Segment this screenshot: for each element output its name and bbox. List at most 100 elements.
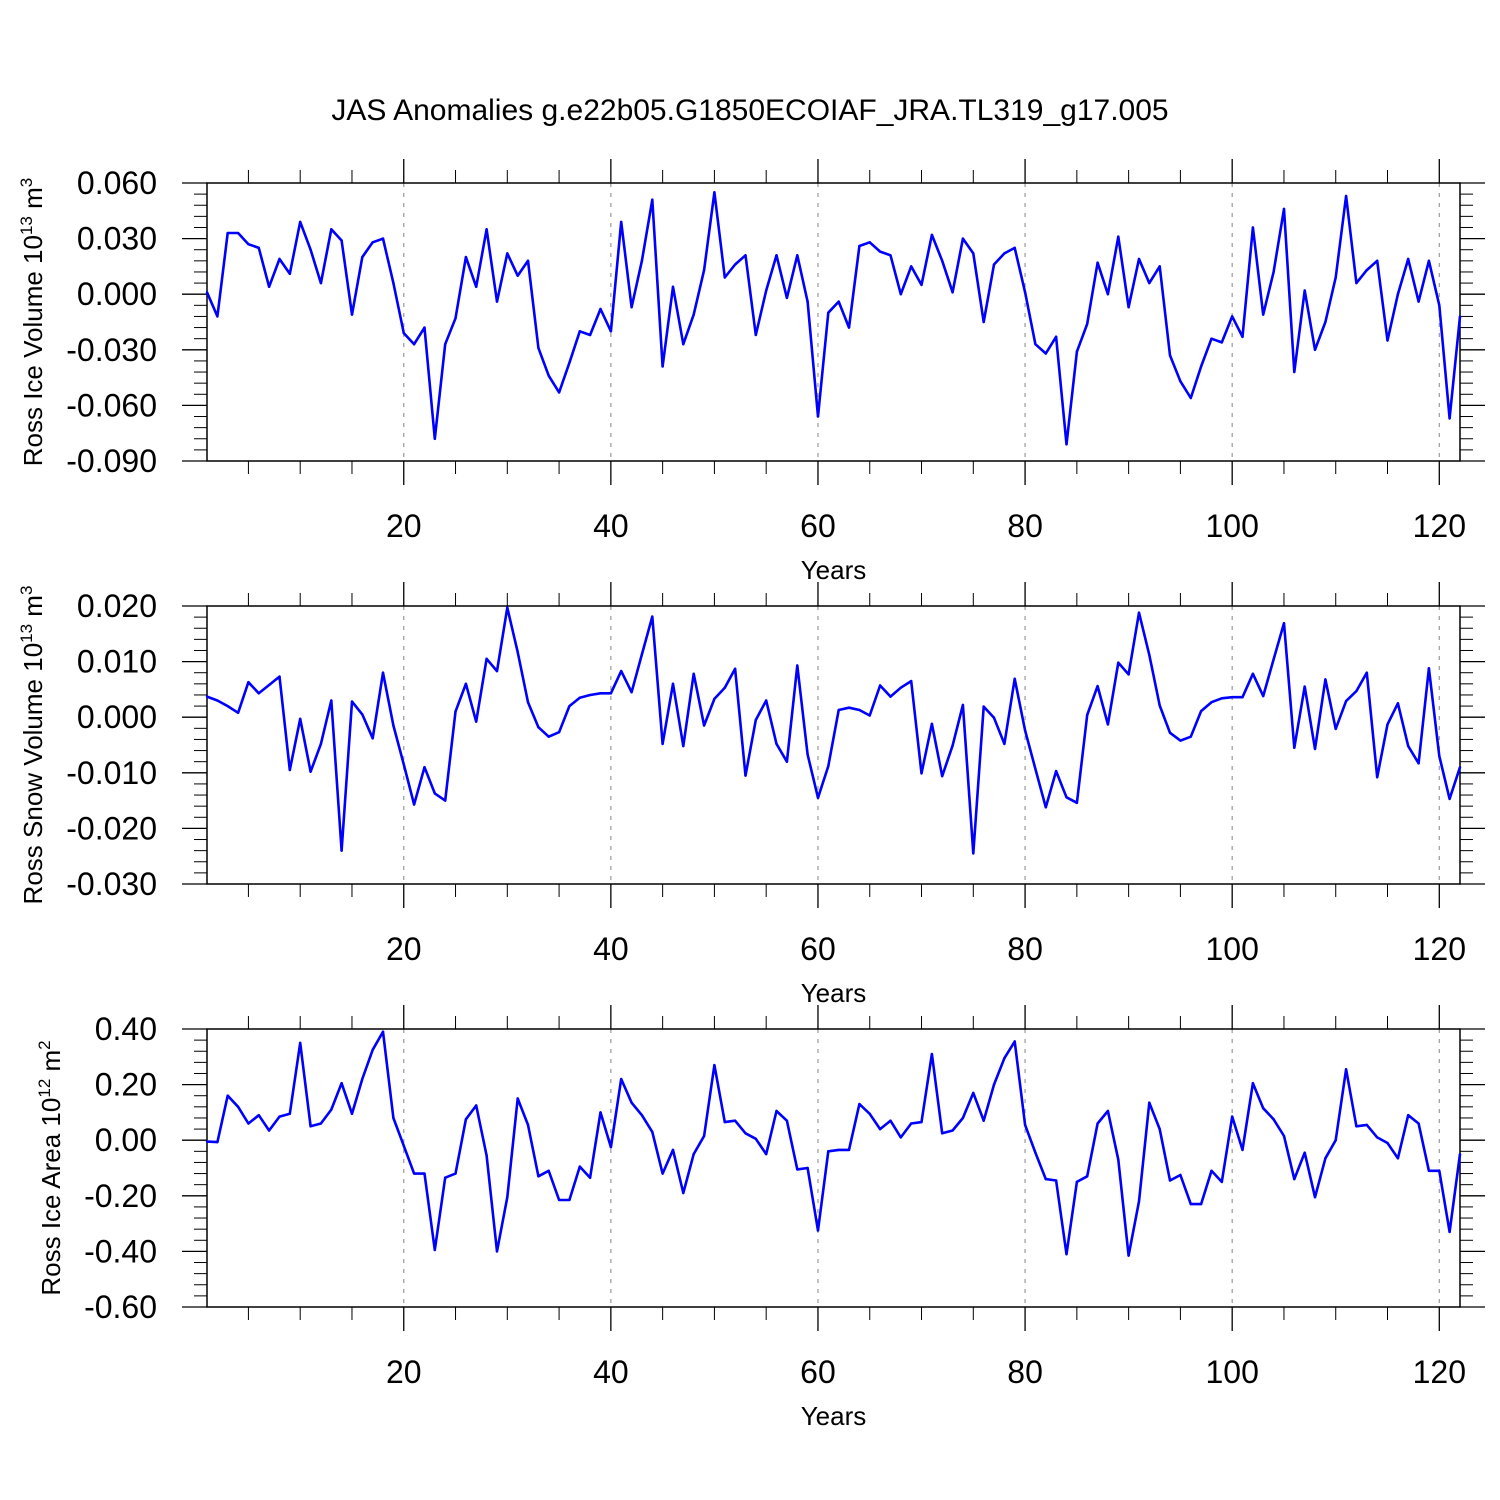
data-point xyxy=(951,1129,954,1132)
data-point xyxy=(982,1119,985,1122)
data-point xyxy=(1003,742,1006,746)
data-point xyxy=(495,300,499,303)
data-point xyxy=(1282,207,1286,211)
data-point xyxy=(972,852,975,855)
data-point xyxy=(381,237,385,240)
data-point xyxy=(1179,1173,1182,1177)
data-point xyxy=(1324,320,1327,324)
data-point xyxy=(1013,246,1016,250)
data-point xyxy=(516,650,519,654)
data-point xyxy=(858,1102,861,1106)
data-point xyxy=(1168,1179,1172,1182)
data-point xyxy=(1023,1123,1027,1127)
data-point xyxy=(671,285,675,288)
data-point xyxy=(682,744,685,748)
data-point xyxy=(961,237,965,240)
data-point xyxy=(1127,305,1130,309)
data-point xyxy=(713,697,716,701)
data-point xyxy=(972,252,975,255)
data-point xyxy=(568,1198,571,1202)
data-point xyxy=(537,1175,540,1178)
y-tick-label: 0.000 xyxy=(77,699,157,735)
data-point xyxy=(1313,747,1317,751)
y-tick-label: -0.020 xyxy=(66,810,157,846)
data-point xyxy=(1179,380,1182,383)
data-point xyxy=(1230,695,1234,699)
data-point xyxy=(899,1136,903,1139)
y-tick-label: -0.060 xyxy=(66,387,157,423)
data-point xyxy=(620,220,623,224)
data-point xyxy=(930,233,934,237)
data-point xyxy=(485,1154,488,1157)
plot-frame xyxy=(206,1028,1461,1308)
data-point xyxy=(361,255,364,259)
data-point xyxy=(847,326,851,329)
series-line-2 xyxy=(206,606,1462,855)
data-point xyxy=(692,672,695,676)
data-point xyxy=(661,742,664,746)
data-point xyxy=(837,300,840,303)
data-point xyxy=(1438,304,1441,307)
y-tick-label: 0.030 xyxy=(77,221,157,257)
data-point xyxy=(1241,695,1244,699)
data-point xyxy=(526,700,530,704)
data-point xyxy=(899,293,903,296)
data-point xyxy=(216,315,219,318)
data-point xyxy=(1427,667,1431,670)
data-point xyxy=(1189,1202,1192,1206)
data-point xyxy=(702,1134,706,1138)
data-point xyxy=(1220,697,1224,700)
y-axis-label: Ross Ice Volume 1013 m3 xyxy=(17,178,48,467)
data-point xyxy=(226,231,229,235)
data-point xyxy=(1313,348,1317,351)
data-point xyxy=(506,606,509,609)
data-point xyxy=(298,220,302,224)
data-point xyxy=(847,706,851,709)
y-tick-label: 0.060 xyxy=(77,165,157,201)
y-axis-label-main: Ross Snow Volume 10 xyxy=(18,643,48,905)
data-point xyxy=(1230,315,1234,318)
data-point xyxy=(454,710,457,713)
data-point xyxy=(247,1122,250,1125)
data-point xyxy=(443,799,447,802)
data-point xyxy=(1293,1177,1296,1181)
data-point xyxy=(1282,1134,1286,1138)
y-axis-label-exponent: 12 xyxy=(35,1079,54,1098)
data-point xyxy=(288,1112,292,1115)
data-point xyxy=(1272,658,1275,661)
data-point xyxy=(433,1248,437,1252)
data-point xyxy=(754,333,758,337)
data-point xyxy=(1054,769,1058,773)
data-point xyxy=(1407,744,1410,748)
data-point xyxy=(267,285,271,288)
data-point xyxy=(1262,313,1265,316)
data-point xyxy=(464,1118,468,1121)
data-point xyxy=(599,692,602,695)
data-point xyxy=(423,326,426,329)
data-point xyxy=(1158,704,1161,707)
data-point xyxy=(1458,1152,1462,1156)
data-point xyxy=(475,285,478,288)
data-point xyxy=(361,713,364,716)
data-point xyxy=(775,1109,778,1113)
data-point xyxy=(1179,739,1182,742)
series-line-1 xyxy=(205,191,1462,446)
x-tick-label: 120 xyxy=(1413,1354,1466,1390)
data-point xyxy=(257,246,260,250)
plot-frame xyxy=(206,605,1461,885)
data-point xyxy=(309,770,312,773)
series-line-3 xyxy=(206,1030,1462,1257)
data-point xyxy=(972,1091,975,1095)
data-point xyxy=(588,693,592,697)
x-tick-label: 120 xyxy=(1413,931,1466,967)
data-point xyxy=(816,796,820,800)
data-point xyxy=(1034,767,1037,771)
x-tick-label: 100 xyxy=(1205,1354,1258,1390)
figure-title: JAS Anomalies g.e22b05.G1850ECOIAF_JRA.T… xyxy=(331,94,1168,127)
data-point xyxy=(1086,1175,1089,1178)
chart-panels: 20 40 60 80 100 120 0.060 0.030 0.000 -0.030 -0.06… xyxy=(17,159,1485,1431)
data-point xyxy=(257,1113,260,1117)
x-tick-label: 60 xyxy=(800,931,836,967)
data-point xyxy=(350,700,354,703)
